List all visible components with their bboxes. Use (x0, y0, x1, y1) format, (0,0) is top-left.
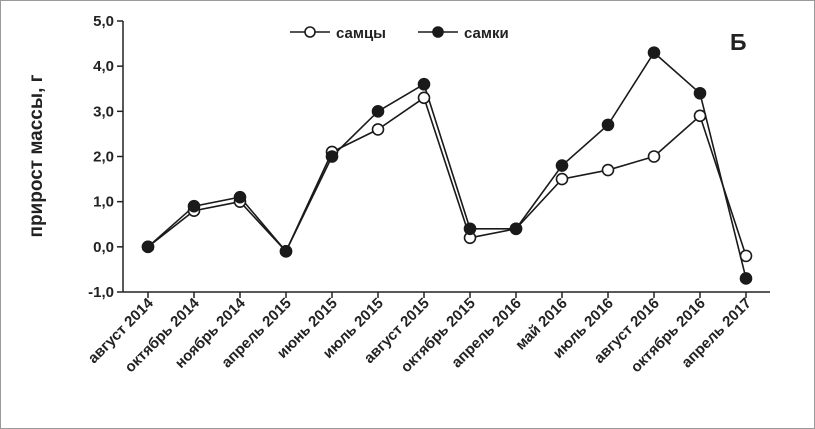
series-1-point (325, 150, 339, 163)
series-1-point (141, 240, 155, 254)
series-1-point (647, 46, 661, 59)
series-1-point (739, 272, 753, 285)
series-1-point (279, 245, 293, 258)
series-line-1 (147, 51, 747, 279)
series-group (141, 46, 753, 285)
series-1-point (417, 77, 431, 91)
series-1-point (693, 86, 707, 100)
series-1-point (371, 105, 385, 118)
series-0-point (555, 172, 569, 186)
legend: самцы самки (290, 25, 509, 42)
y-axis-label: прирост массы, г (26, 74, 47, 237)
series-0-point (371, 123, 385, 136)
y-tick-label: 4,0 (93, 58, 114, 75)
series-0-point (693, 109, 707, 123)
legend-label-males: самцы (336, 25, 386, 42)
y-tick-label: 3,0 (93, 103, 114, 120)
legend-marker-males (304, 26, 316, 38)
series-0-point (601, 163, 615, 177)
panel-label: Б (730, 29, 747, 55)
series-0-point (647, 150, 661, 163)
series-1-point (509, 222, 523, 236)
series-0-point (417, 91, 431, 105)
legend-label-females: самки (464, 25, 509, 42)
series-1-point (187, 199, 201, 213)
series-1-point (555, 159, 569, 172)
series-line-0 (147, 96, 747, 257)
y-tick-label: 5,0 (93, 13, 114, 30)
series-1-point (463, 222, 477, 236)
legend-marker-females (432, 26, 444, 38)
series-0-point (739, 249, 753, 263)
y-tick-label: 2,0 (93, 149, 114, 166)
y-tick-label: 0,0 (93, 239, 114, 256)
y-ticks: -1,0 0,0 1,0 2,0 3,0 4,0 5,0 (88, 13, 123, 301)
series-1-point (233, 190, 247, 204)
y-tick-label: 1,0 (93, 194, 114, 211)
series-1-point (601, 118, 615, 132)
y-tick-label: -1,0 (88, 284, 114, 301)
